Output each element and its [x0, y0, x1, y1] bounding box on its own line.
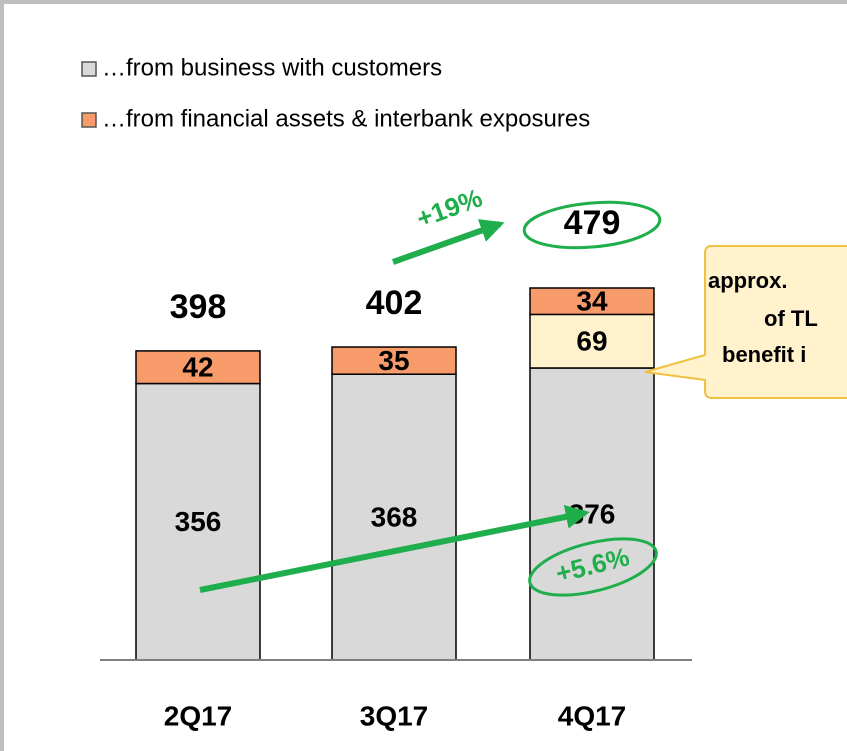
total-label: 402 [366, 284, 423, 322]
total-label: 479 [564, 204, 621, 242]
callout-box [644, 245, 847, 399]
growth-arrow [199, 504, 590, 593]
bar-segment [529, 367, 655, 661]
x-tick-label: 3Q17 [360, 700, 429, 731]
scribble-circle [522, 200, 662, 250]
data-label: 69 [576, 326, 607, 357]
bar-segment [135, 350, 261, 385]
bar-segment [135, 382, 261, 661]
data-label: 34 [576, 286, 608, 317]
callout-line: of TL [764, 306, 818, 331]
callout-line: benefit i [722, 342, 806, 367]
bar-segment [331, 346, 457, 375]
legend-swatch [81, 112, 97, 128]
bar-segment [331, 373, 457, 661]
data-label: 42 [182, 352, 213, 383]
growth-arrow [391, 219, 505, 265]
callout-line: approx. [708, 268, 787, 293]
legend: …from business with customers …from finan… [81, 54, 590, 132]
data-label: 35 [378, 345, 409, 376]
bar-segment [529, 287, 655, 316]
legend-label: …from business with customers [102, 54, 442, 81]
data-label: 356 [175, 506, 222, 537]
total-label: 398 [170, 288, 227, 326]
legend-label: …from financial assets & interbank expos… [102, 105, 590, 132]
legend-swatch [81, 61, 97, 77]
scribble-circle [528, 537, 658, 597]
growth-label: +19% [413, 182, 486, 233]
x-tick-label: 2Q17 [164, 700, 233, 731]
x-tick-label: 4Q17 [558, 700, 627, 731]
data-label: 368 [371, 501, 418, 532]
